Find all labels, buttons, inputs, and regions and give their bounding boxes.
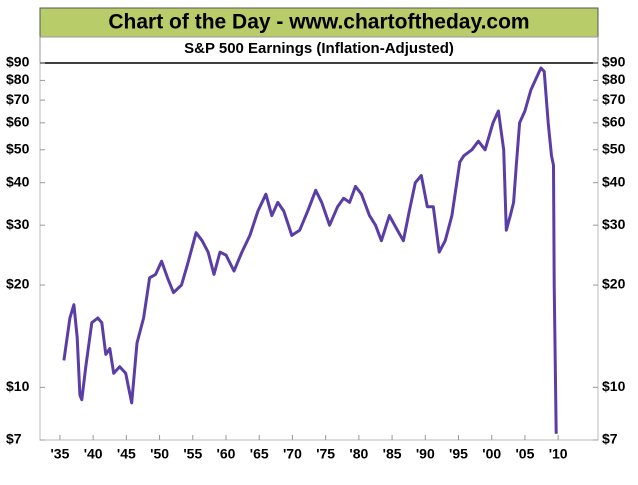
chart-title: Chart of the Day - www.chartoftheday.com <box>108 11 529 34</box>
y-tick-label: $20 <box>6 276 30 292</box>
x-tick-label: '65 <box>250 446 269 462</box>
x-tick-label: '60 <box>217 446 236 462</box>
x-tick-label: '45 <box>117 446 136 462</box>
y-tick-label: $60 <box>6 114 30 130</box>
y-tick-label-right: $60 <box>602 114 626 130</box>
y-tick-label-right: $40 <box>602 173 626 189</box>
y-tick-label: $40 <box>6 173 30 189</box>
y-tick-label-right: $30 <box>602 216 626 232</box>
x-tick-label: '70 <box>283 446 302 462</box>
x-tick-label: '40 <box>84 446 103 462</box>
x-tick-label: '85 <box>383 446 402 462</box>
y-tick-label: $90 <box>6 54 30 70</box>
x-tick-label: '50 <box>150 446 169 462</box>
subtitle-box <box>39 36 599 64</box>
title-banner <box>39 7 599 38</box>
y-tick-label: $30 <box>6 216 30 232</box>
line-series <box>62 66 558 434</box>
x-tick-label: '10 <box>549 446 568 462</box>
x-tick-label: '90 <box>416 446 435 462</box>
x-tick-label: '55 <box>183 446 202 462</box>
y-tick-label-right: $10 <box>602 378 626 394</box>
x-tick-label: '75 <box>316 446 335 462</box>
y-tick-label: $10 <box>6 378 30 394</box>
x-tick-label: '05 <box>515 446 534 462</box>
y-tick-label-right: $70 <box>602 91 626 107</box>
plot-frame <box>39 62 599 441</box>
x-tick-label: '00 <box>482 446 501 462</box>
chart-subtitle: S&P 500 Earnings (Inflation-Adjusted) <box>184 40 454 57</box>
y-tick-label: $50 <box>6 140 30 156</box>
y-tick-label: $80 <box>6 71 30 87</box>
x-tick-label: '95 <box>449 446 468 462</box>
y-tick-label: $70 <box>6 91 30 107</box>
x-tick-label: '35 <box>50 446 69 462</box>
y-tick-label-right: $90 <box>602 54 626 70</box>
y-tick-label-right: $20 <box>602 276 626 292</box>
y-tick-label: $7 <box>6 431 22 447</box>
x-tick-label: '80 <box>349 446 368 462</box>
y-tick-label-right: $7 <box>602 431 618 447</box>
y-tick-label-right: $80 <box>602 71 626 87</box>
y-tick-label-right: $50 <box>602 140 626 156</box>
